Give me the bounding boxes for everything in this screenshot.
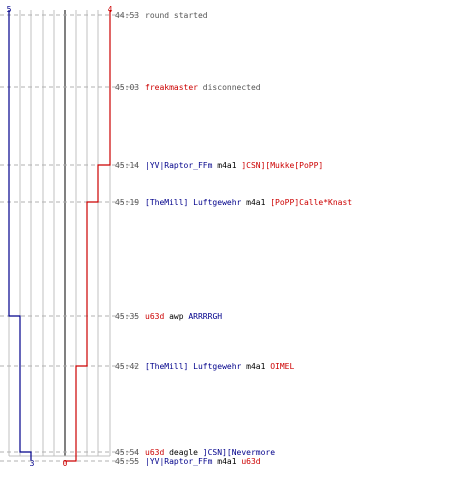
event-text-part: [TheMill] Luftgewehr <box>145 198 242 207</box>
event-text-part: m4a1 <box>212 457 241 466</box>
red-end-count: 0 <box>63 459 68 468</box>
event-text: |YV|Raptor_FFm m4a1 u63d <box>145 457 261 466</box>
event-text-part: round started <box>145 11 208 20</box>
event-time: 45:55 <box>115 457 139 466</box>
event-text: round started <box>145 11 208 20</box>
event-guides <box>0 14 140 462</box>
event-time: 45:19 <box>115 198 139 207</box>
event-time: 45:54 <box>115 448 139 457</box>
event-text-part: u63d <box>241 457 260 466</box>
event-text-part: |YV|Raptor_FFm <box>145 161 213 170</box>
event-text-part: OIMEL <box>270 362 294 371</box>
event-text-part: u63d <box>145 312 164 321</box>
event-text: [TheMill] Luftgewehr m4a1 OIMEL <box>145 362 295 371</box>
event-text-part: [PoPP]Calle*Knast <box>270 198 352 207</box>
blue-end-count: 3 <box>30 459 35 468</box>
event-time: 45:14 <box>115 161 139 170</box>
event-time: 44:53 <box>115 11 139 20</box>
event-text-part: ARRRRGH <box>188 312 222 321</box>
event-text: u63d awp ARRRRGH <box>145 312 222 321</box>
event-text-part: m4a1 <box>212 161 241 170</box>
event-text-part: m4a1 <box>241 198 270 207</box>
red-start-count: 4 <box>108 5 113 14</box>
event-text: u63d deagle ]CSN][Nevermore <box>145 448 275 457</box>
event-text: [TheMill] Luftgewehr m4a1 [PoPP]Calle*Kn… <box>145 198 352 207</box>
blue-team-alive-line <box>8 10 32 460</box>
alive-count-series <box>8 10 111 462</box>
event-text-part: awp <box>164 312 188 321</box>
event-text-part: deagle <box>164 448 203 457</box>
event-text-part: [TheMill] Luftgewehr <box>145 362 242 371</box>
event-text-part: ]CSN][Nevermore <box>203 448 275 457</box>
blue-start-count: 5 <box>7 5 12 14</box>
event-text-part: ]CSN][Mukke[PoPP] <box>241 161 323 170</box>
event-log: 44:53 round started 45:03 freakmaster disco… <box>115 11 352 466</box>
score-labels: 5 4 3 0 <box>7 5 113 468</box>
timeline-grid <box>8 10 111 457</box>
event-time: 45:03 <box>115 83 139 92</box>
event-text-part: disconnected <box>198 83 261 92</box>
event-text: |YV|Raptor_FFm m4a1 ]CSN][Mukke[PoPP] <box>145 161 323 170</box>
event-text-part: m4a1 <box>241 362 270 371</box>
event-time: 45:35 <box>115 312 139 321</box>
event-text-part: u63d <box>145 448 164 457</box>
event-text-part: freakmaster <box>145 83 198 92</box>
event-time: 45:42 <box>115 362 139 371</box>
red-team-alive-line <box>64 10 111 462</box>
event-text: freakmaster disconnected <box>145 83 261 92</box>
event-text-part: |YV|Raptor_FFm <box>145 457 213 466</box>
